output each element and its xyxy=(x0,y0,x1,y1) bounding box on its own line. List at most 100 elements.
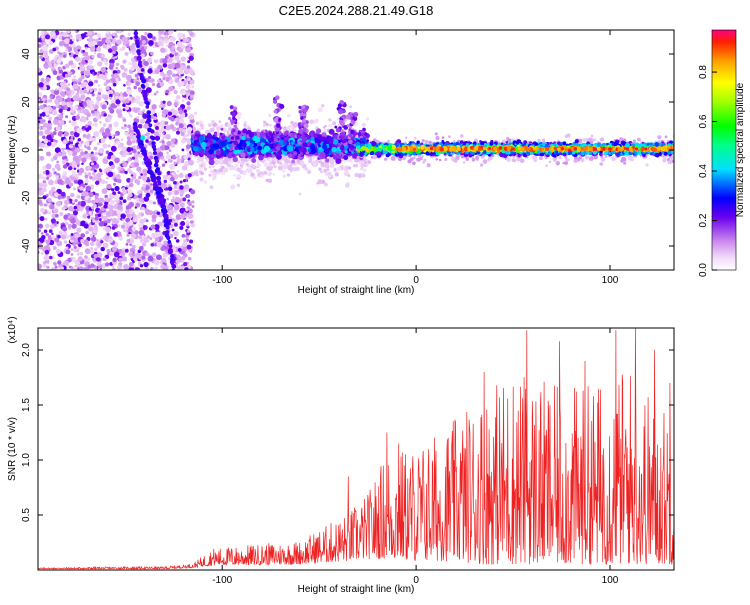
spectral-point xyxy=(328,171,332,175)
spectral-point xyxy=(332,155,338,160)
spectral-point xyxy=(176,95,181,100)
spectral-point xyxy=(167,249,173,255)
spectral-point xyxy=(57,86,63,92)
spectral-point xyxy=(237,116,241,120)
spectral-point xyxy=(87,172,92,176)
spectral-point xyxy=(121,36,128,43)
spectrogram-marks xyxy=(38,30,674,270)
spectral-point xyxy=(299,151,304,156)
spectral-point xyxy=(179,185,184,190)
spectral-point xyxy=(141,255,146,260)
spectral-point xyxy=(80,75,85,79)
spectral-point xyxy=(140,135,146,141)
spectral-point xyxy=(101,132,107,137)
spectral-point xyxy=(153,131,159,137)
spectral-point xyxy=(44,57,50,63)
spectral-point xyxy=(124,170,128,175)
spectral-point xyxy=(129,243,133,247)
spectral-point xyxy=(87,226,94,232)
spectral-point xyxy=(93,169,97,173)
spectral-point xyxy=(108,96,112,100)
spectral-point xyxy=(122,161,128,168)
spectral-point xyxy=(186,134,190,137)
spectral-point xyxy=(109,251,114,256)
spectral-point xyxy=(208,166,212,169)
spectral-point xyxy=(173,89,178,95)
spectral-point xyxy=(167,239,172,244)
spectral-point xyxy=(99,112,102,115)
spectral-point xyxy=(89,212,93,216)
spectral-point xyxy=(352,152,358,158)
spectral-point xyxy=(64,178,71,185)
spectral-point xyxy=(97,71,100,74)
spectral-point xyxy=(162,58,168,64)
spectral-point xyxy=(48,40,54,46)
spectral-point xyxy=(170,176,175,182)
spectral-point xyxy=(122,59,127,64)
spectral-point xyxy=(83,103,88,107)
spectral-point xyxy=(70,109,75,113)
spectral-point xyxy=(72,248,76,252)
spectral-point xyxy=(167,209,174,216)
spectral-point xyxy=(145,252,150,257)
spectral-point xyxy=(94,247,98,251)
spectral-point xyxy=(162,100,166,104)
spectral-point xyxy=(38,139,41,143)
spectral-point xyxy=(178,81,185,87)
spectral-point xyxy=(174,78,180,84)
spectral-point xyxy=(95,38,100,43)
spectral-point xyxy=(100,179,106,185)
spectral-point xyxy=(97,61,103,67)
spectral-point xyxy=(134,34,139,40)
spectral-point xyxy=(84,140,90,147)
spectral-point xyxy=(286,113,291,118)
spectral-point xyxy=(77,49,81,52)
spectral-point xyxy=(96,142,100,146)
spectral-point xyxy=(47,211,51,215)
spectral-point xyxy=(78,89,83,94)
spectral-point xyxy=(154,159,159,164)
spectral-point xyxy=(84,179,89,184)
spectral-point xyxy=(129,45,135,50)
spectral-point xyxy=(117,103,120,107)
spectral-point xyxy=(124,105,130,111)
spectral-point xyxy=(72,187,77,191)
spectral-point xyxy=(59,67,63,71)
spectral-point xyxy=(141,78,147,84)
spectral-point xyxy=(189,90,195,96)
spectral-point xyxy=(189,80,194,85)
spectral-point xyxy=(100,53,105,59)
spectral-point xyxy=(85,249,91,254)
spectral-point xyxy=(81,157,87,163)
spectral-point xyxy=(149,237,153,241)
spectral-point xyxy=(59,52,62,55)
spectral-point xyxy=(185,84,191,90)
spectral-point xyxy=(90,246,94,250)
spectral-point xyxy=(211,176,216,181)
spectral-point xyxy=(141,242,147,247)
spectral-point xyxy=(208,159,215,166)
spectral-point xyxy=(72,83,79,90)
spectral-point xyxy=(76,246,81,250)
spectral-point xyxy=(174,62,181,69)
spectral-point xyxy=(44,223,50,229)
spectral-point xyxy=(133,31,139,36)
spectral-point xyxy=(97,213,102,218)
spectral-point xyxy=(85,185,92,192)
spectral-point xyxy=(69,71,73,76)
spectral-point xyxy=(70,192,75,198)
spectral-point xyxy=(86,199,92,204)
spectral-point xyxy=(51,144,56,148)
spectral-point xyxy=(141,175,148,182)
spectral-point xyxy=(54,171,57,175)
spectral-point xyxy=(142,183,147,188)
spectral-point xyxy=(162,174,168,180)
spectral-point xyxy=(168,86,174,92)
spectral-point xyxy=(83,86,87,90)
spectral-point xyxy=(190,222,195,228)
spectral-point xyxy=(52,246,57,250)
spectral-point xyxy=(78,167,85,174)
spectral-point xyxy=(179,180,183,184)
spectral-point xyxy=(113,251,120,258)
spectral-point xyxy=(94,216,99,221)
